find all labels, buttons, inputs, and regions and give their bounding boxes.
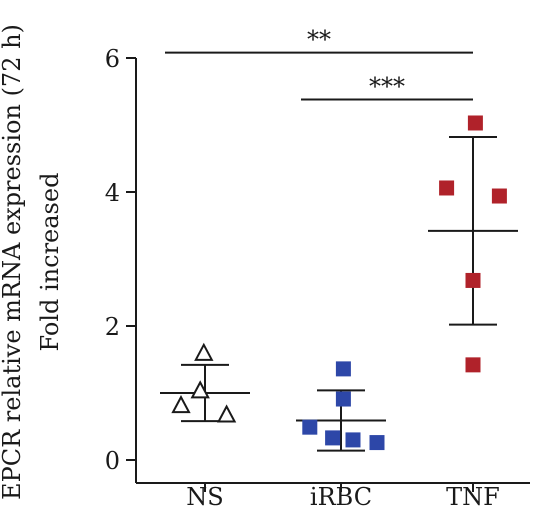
y-tick-label: 6 xyxy=(105,45,120,73)
y-ticks: 0 2 4 6 xyxy=(105,45,136,475)
data-point-TNF xyxy=(467,115,483,131)
data-point-iRBC xyxy=(345,432,361,448)
data-point-NS xyxy=(194,342,214,361)
y-tick-label: 0 xyxy=(105,447,120,475)
data-point-iRBC xyxy=(369,435,385,451)
significance-label: *** xyxy=(369,73,405,101)
significance-label: ** xyxy=(307,26,331,54)
x-tick-label: TNF xyxy=(446,483,500,511)
y-tick-label: 4 xyxy=(105,179,120,207)
data-point-TNF xyxy=(465,357,481,373)
data-point-NS xyxy=(171,394,191,414)
y-axis-label: EPCR relative mRNA expression (72 h) Fol… xyxy=(0,24,64,500)
axes xyxy=(135,58,530,484)
y-tick-label: 2 xyxy=(105,313,120,341)
data-point-TNF xyxy=(491,188,507,204)
error-bar-TNF xyxy=(428,136,518,326)
data-point-NS xyxy=(190,380,210,399)
x-tick-label: iRBC xyxy=(310,483,372,511)
data-point-iRBC xyxy=(335,391,351,407)
x-category-labels: NS iRBC TNF xyxy=(186,483,500,511)
data-point-iRBC xyxy=(325,430,341,446)
data-point-iRBC xyxy=(335,361,351,377)
data-point-iRBC xyxy=(302,419,318,435)
y-axis-label-line1: EPCR relative mRNA expression (72 h) xyxy=(0,24,26,500)
data-point-NS xyxy=(216,404,237,423)
y-axis-label-line2: Fold increased xyxy=(36,173,64,352)
x-tick-label: NS xyxy=(186,483,223,511)
data-points xyxy=(171,115,507,451)
significance-brackets: ***** xyxy=(165,26,473,101)
data-point-TNF xyxy=(465,272,481,288)
data-point-TNF xyxy=(439,180,455,196)
